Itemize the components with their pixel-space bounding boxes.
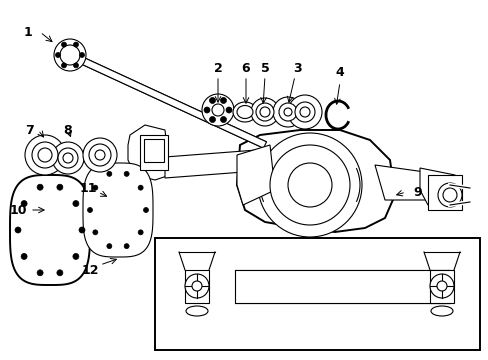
Circle shape (15, 227, 21, 233)
Text: 3: 3 (293, 62, 302, 75)
Circle shape (25, 135, 65, 175)
Text: 8: 8 (63, 123, 72, 136)
Circle shape (73, 253, 79, 260)
Polygon shape (427, 175, 461, 210)
Circle shape (184, 274, 208, 298)
Circle shape (55, 53, 61, 58)
Text: 4: 4 (335, 67, 344, 80)
Circle shape (209, 117, 215, 122)
Circle shape (287, 163, 331, 207)
Circle shape (272, 97, 303, 127)
Text: 6: 6 (241, 62, 250, 75)
Polygon shape (237, 145, 274, 205)
Text: 5: 5 (260, 62, 269, 75)
Circle shape (80, 53, 84, 58)
Polygon shape (235, 270, 449, 303)
Circle shape (294, 102, 314, 122)
Polygon shape (374, 165, 434, 200)
Circle shape (442, 188, 456, 202)
Text: 12: 12 (81, 264, 99, 276)
Circle shape (220, 98, 226, 103)
Circle shape (79, 227, 85, 233)
Ellipse shape (237, 105, 252, 118)
Polygon shape (237, 130, 394, 232)
Circle shape (287, 95, 321, 129)
Circle shape (38, 148, 52, 162)
Text: 10: 10 (9, 203, 27, 216)
Circle shape (256, 103, 273, 121)
Polygon shape (419, 168, 461, 205)
Circle shape (284, 108, 291, 116)
Circle shape (73, 63, 79, 68)
Text: 9: 9 (413, 185, 422, 198)
Circle shape (21, 253, 27, 260)
Circle shape (37, 184, 43, 190)
Circle shape (61, 63, 66, 68)
Circle shape (21, 201, 27, 207)
Circle shape (89, 144, 111, 166)
Polygon shape (83, 163, 153, 257)
Circle shape (279, 103, 296, 121)
Circle shape (250, 98, 279, 126)
Polygon shape (128, 125, 170, 180)
Circle shape (258, 133, 361, 237)
Text: 1: 1 (23, 26, 32, 39)
Circle shape (124, 171, 129, 176)
Circle shape (220, 117, 226, 122)
Circle shape (143, 207, 148, 212)
Circle shape (269, 145, 349, 225)
Circle shape (203, 107, 209, 113)
Circle shape (83, 138, 117, 172)
Circle shape (429, 274, 453, 298)
Polygon shape (184, 270, 208, 303)
Circle shape (209, 98, 215, 103)
Circle shape (192, 281, 202, 291)
Circle shape (124, 244, 129, 249)
Circle shape (54, 39, 86, 71)
Circle shape (93, 185, 98, 190)
Circle shape (107, 171, 112, 176)
Ellipse shape (430, 306, 452, 316)
Circle shape (32, 142, 58, 168)
Polygon shape (140, 135, 168, 170)
Text: 7: 7 (25, 123, 34, 136)
Circle shape (52, 142, 84, 174)
Circle shape (138, 230, 143, 235)
Polygon shape (10, 175, 90, 285)
Circle shape (95, 150, 105, 160)
Circle shape (437, 183, 461, 207)
Text: 2: 2 (213, 62, 222, 75)
Text: 11: 11 (79, 181, 97, 194)
Ellipse shape (185, 306, 207, 316)
Circle shape (73, 201, 79, 207)
Circle shape (107, 244, 112, 249)
Circle shape (202, 94, 234, 126)
Polygon shape (429, 270, 453, 303)
Circle shape (299, 107, 309, 117)
Bar (155, 238, 479, 350)
Ellipse shape (232, 102, 257, 122)
Polygon shape (68, 52, 266, 148)
Circle shape (138, 185, 143, 190)
Circle shape (63, 153, 73, 163)
Circle shape (73, 42, 79, 47)
Circle shape (260, 107, 269, 117)
Circle shape (57, 270, 63, 276)
Circle shape (225, 107, 231, 113)
Circle shape (436, 281, 446, 291)
Circle shape (93, 230, 98, 235)
Circle shape (61, 42, 66, 47)
Circle shape (212, 104, 224, 116)
Circle shape (57, 184, 63, 190)
Circle shape (60, 45, 80, 65)
Polygon shape (164, 149, 269, 178)
Polygon shape (143, 139, 163, 162)
Circle shape (87, 207, 92, 212)
Circle shape (37, 270, 43, 276)
Circle shape (58, 148, 78, 168)
